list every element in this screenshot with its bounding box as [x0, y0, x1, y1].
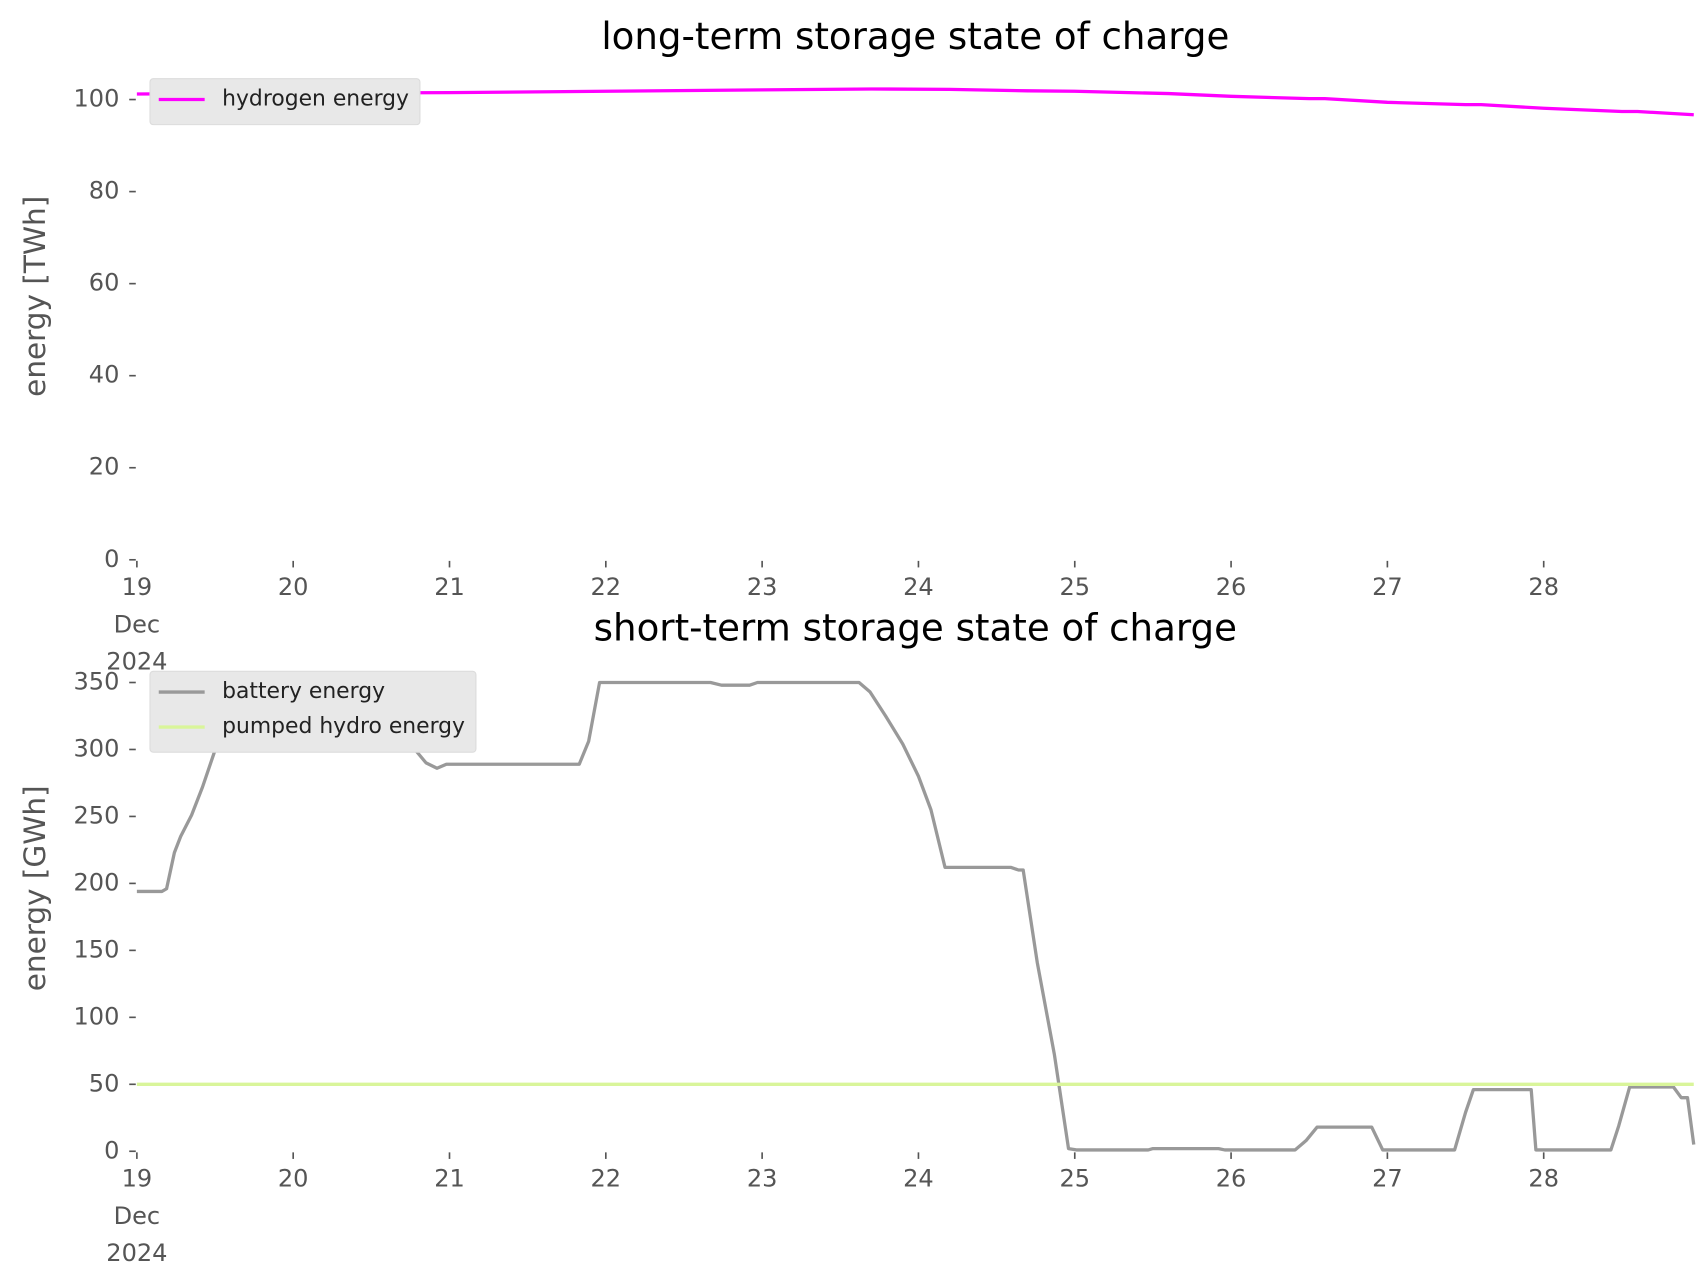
- y-tick-label: 350: [73, 668, 119, 696]
- y-tick-label: 250: [73, 801, 119, 829]
- y-axis-label: energy [TWh]: [18, 196, 52, 397]
- x-tick-label: 27: [1372, 573, 1403, 601]
- y-tick-label: 80: [89, 177, 120, 205]
- x-tick-label: 22: [591, 573, 622, 601]
- x-tick-label: 28: [1528, 573, 1559, 601]
- legend: battery energy pumped hydro energy: [149, 670, 477, 753]
- y-tick-label: 200: [73, 868, 119, 896]
- x-tick-label: 22: [591, 1165, 622, 1193]
- x-tick-label: 20: [278, 1165, 309, 1193]
- y-tick-label: 150: [73, 935, 119, 963]
- legend-box: [149, 670, 477, 753]
- x-tick-label: 20: [278, 573, 309, 601]
- series-line: [136, 87, 1694, 117]
- y-tick-label: 100: [73, 1002, 119, 1030]
- x-tick-label: 24: [903, 1165, 934, 1193]
- y-tick-label: 0: [104, 1136, 119, 1164]
- legend-label: pumped hydro energy: [222, 714, 465, 739]
- x-tick-label: 25: [1059, 1165, 1090, 1193]
- y-tick-label: 40: [89, 361, 120, 389]
- y-axis-label: energy [GWh]: [18, 785, 52, 991]
- x-tick-label: 19 Dec 2024: [106, 573, 167, 675]
- x-tick-label: 23: [747, 1165, 778, 1193]
- legend-label: hydrogen energy: [222, 86, 409, 111]
- legend-label: battery energy: [222, 679, 385, 704]
- x-tick-label: 23: [747, 573, 778, 601]
- x-tick-label: 26: [1216, 1165, 1247, 1193]
- x-tick-label: 25: [1059, 573, 1090, 601]
- y-tick-label: 300: [73, 734, 119, 762]
- x-tick-label: 26: [1216, 573, 1247, 601]
- y-tick-label: 100: [73, 85, 119, 113]
- chart-title: short-term storage state of charge: [594, 605, 1237, 649]
- y-tick-label: 0: [104, 545, 119, 573]
- x-tick-label: 21: [434, 1165, 465, 1193]
- y-tick-label: 50: [89, 1069, 120, 1097]
- x-tick-label: 19 Dec 2024: [106, 1165, 167, 1267]
- x-tick-label: 24: [903, 573, 934, 601]
- y-tick-label: 60: [89, 269, 120, 297]
- y-tick-label: 20: [89, 453, 120, 481]
- x-tick-label: 28: [1528, 1165, 1559, 1193]
- legend: hydrogen energy: [149, 78, 421, 126]
- legend-box: [149, 78, 421, 126]
- x-tick-label: 21: [434, 573, 465, 601]
- chart-title: long-term storage state of charge: [601, 14, 1229, 58]
- x-tick-label: 27: [1372, 1165, 1403, 1193]
